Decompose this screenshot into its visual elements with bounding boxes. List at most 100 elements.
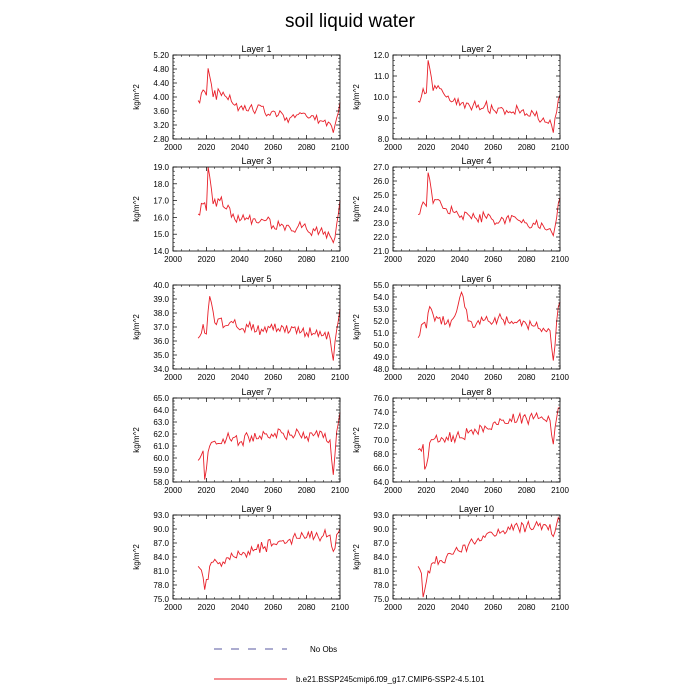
x-tick-label: 2100 [551,486,569,495]
panel-title: Layer 7 [241,387,271,397]
x-tick-label: 2000 [384,603,402,612]
y-tick-label: 26.0 [373,177,389,186]
y-tick-label: 65.0 [153,394,169,403]
x-tick-label: 2080 [298,373,316,382]
y-tick-label: 48.0 [373,365,389,374]
y-tick-label: 17.0 [153,197,169,206]
panel-layer-7: Layer 7 kg/m^2 2000 2020 2040 2060 2080 2100 58.… [132,387,349,495]
series-line [197,412,341,480]
y-tick-label: 27.0 [373,163,389,172]
x-tick-label: 2080 [518,603,536,612]
x-tick-label: 2040 [231,603,249,612]
y-tick-label: 75.0 [373,595,389,604]
y-axis-label: kg/m^2 [352,196,361,222]
x-tick-label: 2020 [418,255,436,264]
y-axis-label: kg/m^2 [132,84,141,110]
y-axis-label: kg/m^2 [352,314,361,340]
y-tick-label: 15.0 [153,230,169,239]
x-tick-label: 2100 [551,373,569,382]
y-tick-label: 5.20 [153,51,169,60]
y-tick-label: 4.40 [153,79,169,88]
panel-title: Layer 5 [241,274,271,284]
panel-layer-8: Layer 8 kg/m^2 2000 2020 2040 2060 2080 2100 64.… [352,387,569,495]
plot-frame [172,514,341,600]
plot-frame [172,397,341,483]
x-tick-label: 2100 [331,373,349,382]
legend-obs-label: No Obs [310,645,337,654]
x-tick-label: 2020 [198,373,216,382]
y-tick-label: 68.0 [373,450,389,459]
panel-layer-9: Layer 9 kg/m^2 2000 2020 2040 2060 2080 2100 75.… [132,504,349,612]
y-tick-label: 78.0 [153,581,169,590]
panel-layer-4: Layer 4 kg/m^2 2000 2020 2040 2060 2080 2100 21.… [352,156,569,264]
x-tick-label: 2100 [551,143,569,152]
x-tick-label: 2080 [298,255,316,264]
y-tick-label: 90.0 [373,525,389,534]
y-tick-label: 3.20 [153,121,169,130]
x-tick-label: 2040 [231,373,249,382]
y-tick-label: 18.0 [153,180,169,189]
y-tick-label: 19.0 [153,163,169,172]
y-tick-label: 75.0 [153,595,169,604]
x-tick-label: 2040 [451,603,469,612]
y-tick-label: 36.0 [153,337,169,346]
panel-layer-6: Layer 6 kg/m^2 2000 2020 2040 2060 2080 2100 48.… [352,274,569,382]
y-tick-label: 54.0 [373,293,389,302]
x-tick-label: 2000 [384,255,402,264]
y-tick-label: 16.0 [153,213,169,222]
x-tick-label: 2000 [164,373,182,382]
panel-title: Layer 1 [241,44,271,54]
y-tick-label: 35.0 [153,351,169,360]
y-axis-label: kg/m^2 [352,544,361,570]
x-tick-label: 2100 [551,603,569,612]
y-tick-label: 12.0 [373,51,389,60]
y-tick-label: 66.0 [373,464,389,473]
x-tick-label: 2040 [231,143,249,152]
x-tick-label: 2060 [484,603,502,612]
x-tick-label: 2000 [164,255,182,264]
panel-layer-10: Layer 10 kg/m^2 2000 2020 2040 2060 2080 2100 75… [352,504,569,612]
y-tick-label: 40.0 [153,281,169,290]
series-line [197,68,341,133]
y-tick-label: 93.0 [153,511,169,520]
y-tick-label: 3.60 [153,107,169,116]
panel-title: Layer 8 [461,387,491,397]
y-tick-label: 62.0 [153,430,169,439]
x-tick-label: 2000 [384,486,402,495]
plot-frame [172,284,341,370]
x-tick-label: 2020 [198,603,216,612]
x-tick-label: 2080 [518,255,536,264]
main-title: soil liquid water [285,11,416,32]
panel-title: Layer 3 [241,156,271,166]
y-tick-label: 38.0 [153,309,169,318]
panel-title: Layer 10 [459,504,494,514]
x-tick-label: 2040 [231,255,249,264]
y-tick-label: 21.0 [373,247,389,256]
plot-frame [392,54,561,140]
panel-title: Layer 2 [461,44,491,54]
x-tick-label: 2040 [231,486,249,495]
plot-frame [172,54,341,140]
y-tick-label: 2.80 [153,135,169,144]
y-tick-label: 78.0 [373,581,389,590]
panel-layer-2: Layer 2 kg/m^2 2000 2020 2040 2060 2080 2100 8.0… [352,44,569,152]
y-axis-label: kg/m^2 [132,196,141,222]
x-tick-label: 2060 [264,143,282,152]
series-line [417,516,561,598]
x-tick-label: 2080 [518,486,536,495]
x-tick-label: 2020 [418,486,436,495]
y-tick-label: 81.0 [153,567,169,576]
y-tick-label: 84.0 [153,553,169,562]
y-tick-label: 9.0 [378,114,390,123]
y-tick-label: 87.0 [153,539,169,548]
y-tick-label: 50.0 [373,341,389,350]
x-tick-label: 2060 [264,373,282,382]
series-line [197,166,341,244]
y-tick-label: 11.0 [374,72,390,81]
y-tick-label: 4.00 [153,93,169,102]
y-tick-label: 10.0 [373,93,389,102]
x-tick-label: 2100 [331,255,349,264]
y-tick-label: 4.80 [153,65,169,74]
y-tick-label: 39.0 [153,295,169,304]
y-tick-label: 70.0 [373,436,389,445]
